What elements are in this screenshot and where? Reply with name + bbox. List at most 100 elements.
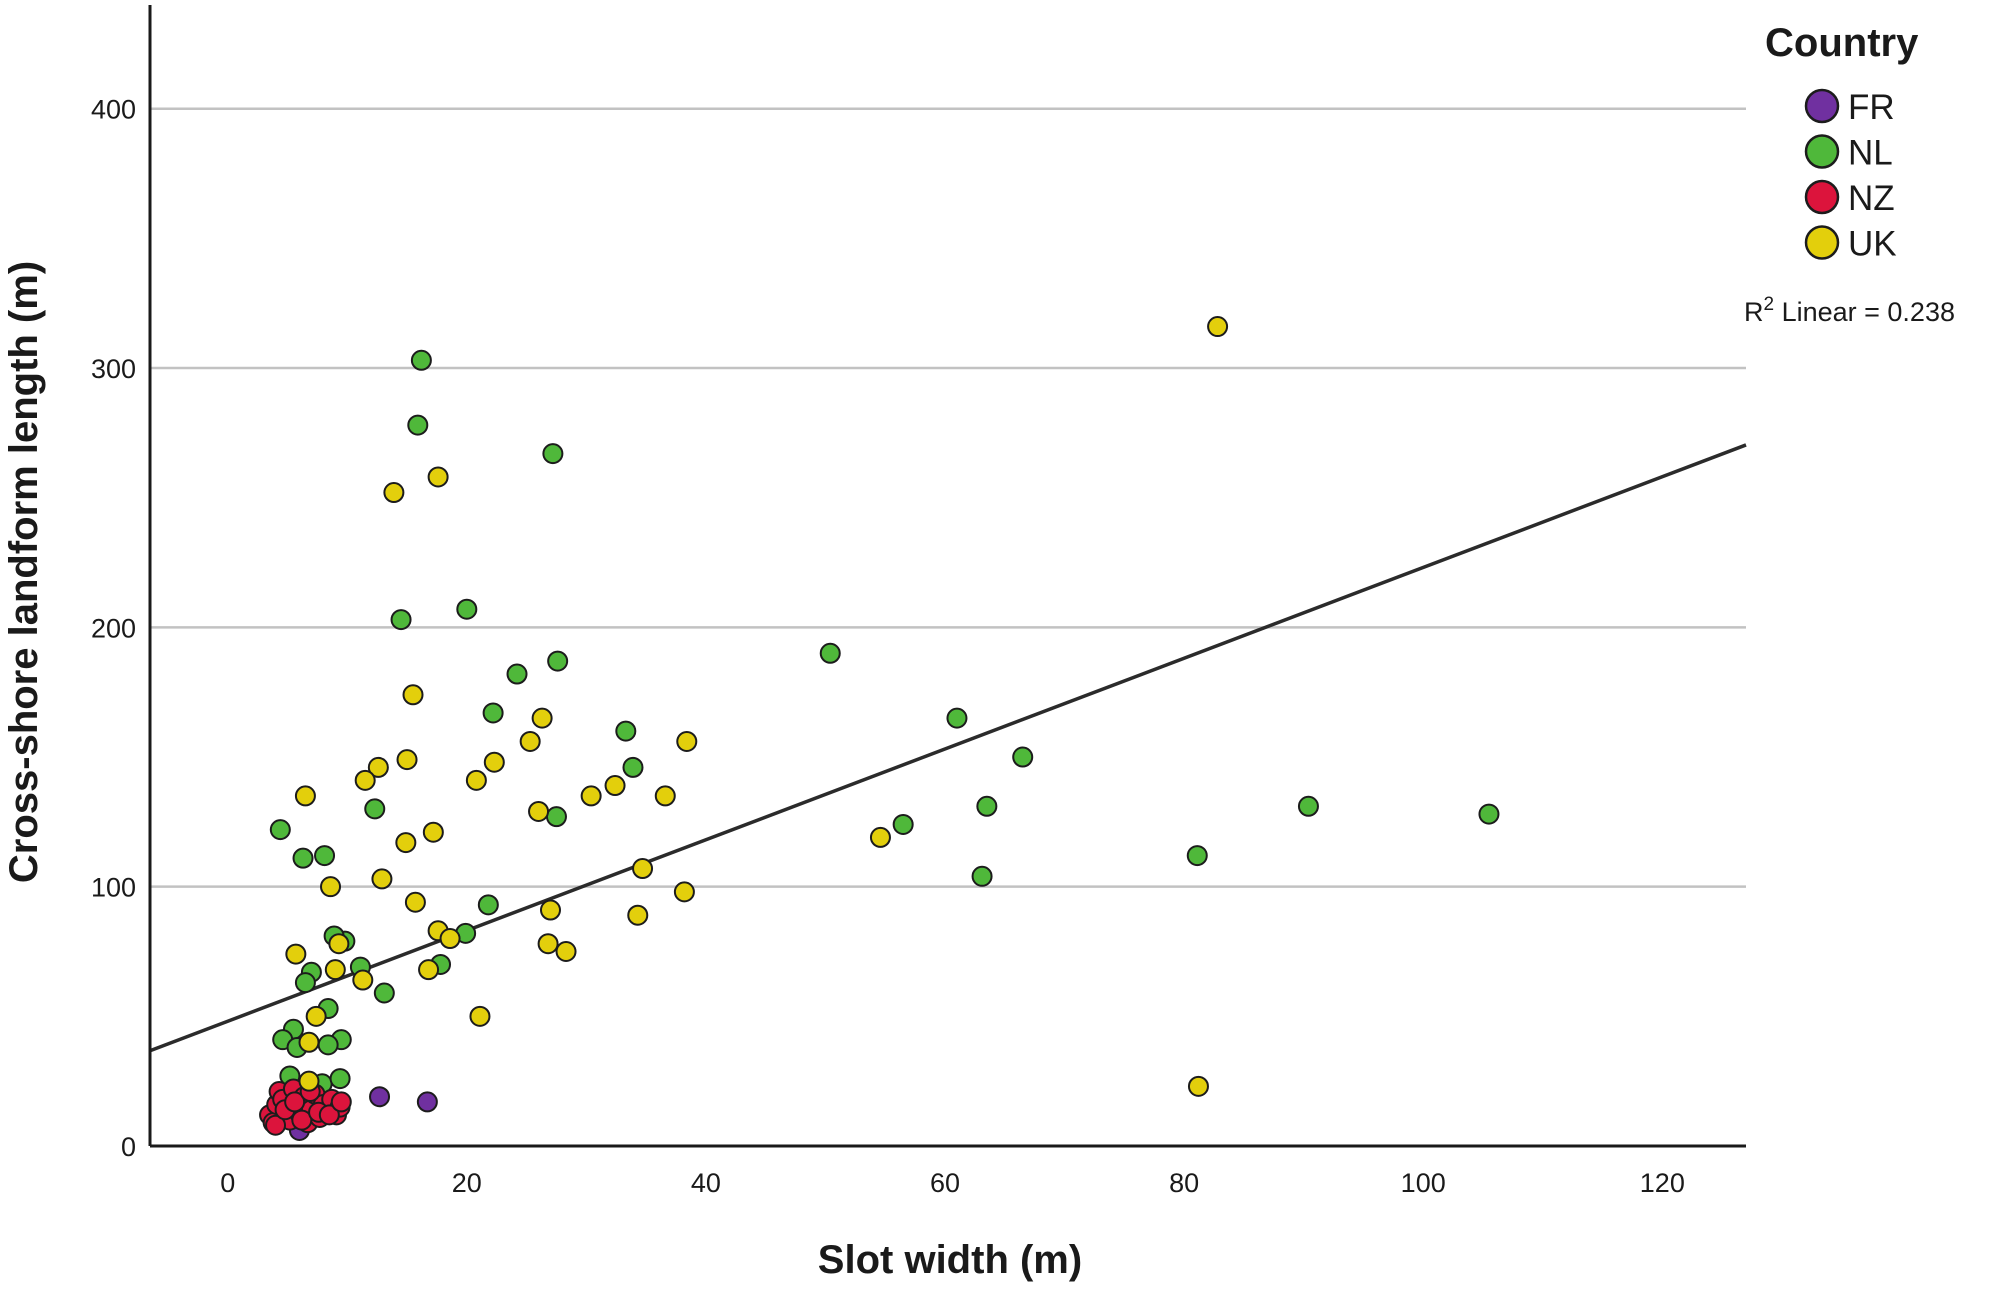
y-tick-label-0: 0 (121, 1132, 136, 1162)
legend-label-uk: UK (1848, 225, 1897, 264)
point-uk-25 (539, 899, 561, 921)
legend-label-nl: NL (1848, 134, 1893, 173)
point-uk-22 (320, 876, 342, 898)
point-nl-0 (410, 349, 432, 371)
legend-marker-fr (1804, 88, 1840, 124)
x-tick-label-20: 20 (452, 1168, 482, 1198)
point-uk-14 (654, 785, 676, 807)
point-nl-21 (314, 845, 336, 867)
point-uk-5 (519, 730, 541, 752)
point-uk-35 (352, 969, 374, 991)
point-fr-1 (416, 1091, 438, 1113)
point-uk-38 (298, 1031, 320, 1053)
legend-marker-uk (1804, 225, 1840, 260)
point-uk-26 (627, 904, 649, 926)
x-tick-label-100: 100 (1401, 1168, 1446, 1198)
point-nl-32 (329, 1068, 351, 1090)
tick-labels: 0 20 40 60 80 100 120 0 100 200 300 400 (91, 95, 1685, 1198)
point-uk-3 (402, 684, 424, 706)
point-nz-26 (318, 1104, 340, 1126)
legend-marker-nl (1804, 134, 1840, 169)
point-uk-10 (354, 769, 376, 791)
point-uk-21 (371, 868, 393, 890)
point-nl-38 (971, 865, 993, 887)
y-axis-title: Cross-shore landform length (m) (2, 261, 46, 883)
point-nl-3 (390, 609, 412, 631)
point-uk-9 (367, 756, 389, 778)
y-tick-label-400: 400 (91, 95, 136, 125)
y-tick-label-100: 100 (91, 873, 136, 903)
point-nl-40 (1478, 803, 1500, 825)
point-uk-8 (396, 749, 418, 771)
data-points (259, 316, 1500, 1141)
point-nl-4 (456, 598, 478, 620)
point-nl-41 (1186, 845, 1208, 867)
point-nl-36 (976, 795, 998, 817)
point-nl-20 (292, 847, 314, 869)
fit-line-group (149, 443, 1747, 1053)
point-nl-12 (477, 894, 499, 916)
legend-title: Country (1765, 21, 1919, 65)
point-nl-15 (373, 982, 395, 1004)
point-nl-7 (482, 702, 504, 724)
linear-fit-line (149, 443, 1747, 1053)
point-uk-32 (285, 943, 307, 965)
point-nl-10 (364, 798, 386, 820)
r-squared-letter: R (1744, 297, 1764, 327)
x-tick-label-60: 60 (930, 1168, 960, 1198)
point-uk-4 (531, 707, 553, 729)
y-tick-label-300: 300 (91, 354, 136, 384)
legend-label-nz: NZ (1848, 179, 1895, 218)
point-uk-18 (395, 832, 417, 854)
point-uk-15 (294, 785, 316, 807)
point-uk-36 (305, 1005, 327, 1027)
point-nl-37 (892, 813, 914, 835)
x-tick-label-120: 120 (1640, 1168, 1685, 1198)
point-uk-34 (324, 959, 346, 981)
point-nl-9 (622, 756, 644, 778)
x-axis-title: Slot width (m) (818, 1238, 1082, 1282)
point-nl-6 (506, 663, 528, 685)
point-uk-13 (604, 775, 626, 797)
point-nl-2 (542, 443, 564, 465)
y-tick-label-200: 200 (91, 613, 136, 643)
point-uk-19 (869, 826, 891, 848)
point-uk-16 (528, 800, 550, 822)
point-nl-28 (317, 1034, 339, 1056)
legend-marker-nz (1804, 179, 1840, 215)
point-nl-35 (1012, 746, 1034, 768)
point-fr-0 (369, 1086, 391, 1108)
point-uk-39 (298, 1070, 320, 1092)
point-nz-23 (291, 1109, 313, 1131)
point-uk-17 (422, 821, 444, 843)
point-nz-22 (284, 1091, 306, 1113)
point-uk-30 (537, 933, 559, 955)
legend-label-fr: FR (1848, 88, 1895, 127)
point-nl-33 (819, 642, 841, 664)
point-uk-33 (418, 959, 440, 981)
point-nl-19 (269, 819, 291, 841)
point-uk-0 (1207, 316, 1229, 338)
point-nl-34 (946, 707, 968, 729)
point-uk-7 (483, 751, 505, 773)
point-nl-8 (615, 720, 637, 742)
point-uk-29 (328, 933, 350, 955)
point-uk-1 (427, 466, 449, 488)
r-squared-superscript: 2 (1764, 294, 1775, 315)
point-nz-27 (330, 1091, 352, 1113)
point-uk-24 (404, 891, 426, 913)
point-uk-12 (580, 785, 602, 807)
point-uk-31 (555, 941, 577, 963)
point-uk-40 (1187, 1075, 1209, 1097)
point-uk-2 (383, 482, 405, 504)
r-squared-label: R2 Linear = 0.238 (1744, 294, 1955, 327)
point-uk-11 (465, 769, 487, 791)
r-squared-value: Linear = 0.238 (1774, 297, 1955, 327)
point-nl-23 (294, 972, 316, 994)
point-uk-28 (439, 928, 461, 950)
point-nl-5 (547, 650, 569, 672)
point-uk-6 (676, 730, 698, 752)
point-nl-1 (407, 414, 429, 436)
point-uk-37 (469, 1005, 491, 1027)
